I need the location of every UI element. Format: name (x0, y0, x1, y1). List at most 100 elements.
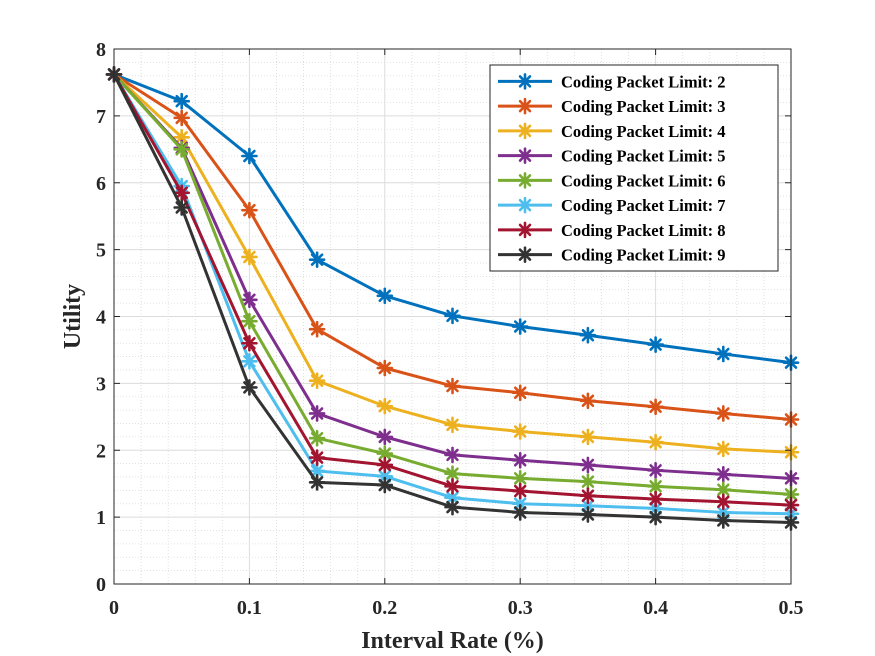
data-point (376, 428, 394, 446)
data-point (241, 201, 258, 219)
data-point (511, 318, 529, 335)
data-point (308, 449, 326, 466)
y-tick-label: 1 (96, 507, 106, 529)
x-tick-label: 0.5 (779, 597, 804, 619)
y-axis-label: Utility (60, 284, 86, 349)
legend-item: Coding Packet Limit: 3 (498, 97, 726, 116)
data-point (308, 372, 326, 390)
data-point (444, 446, 461, 464)
data-point (376, 476, 394, 494)
data-point (516, 147, 534, 164)
data-point (714, 405, 732, 422)
data-point (173, 92, 190, 110)
data-point (308, 462, 326, 480)
data-point (376, 445, 394, 462)
legend-label: Coding Packet Limit: 4 (561, 122, 726, 141)
data-point (647, 336, 664, 353)
y-tick-label: 4 (96, 307, 106, 329)
data-point (173, 141, 190, 158)
data-point (376, 456, 394, 474)
data-point (444, 498, 461, 516)
y-tick-label: 0 (96, 574, 106, 596)
legend-label: Coding Packet Limit: 9 (561, 246, 726, 265)
data-point (647, 490, 664, 508)
data-point (511, 482, 529, 500)
y-tick-label: 8 (96, 39, 106, 61)
data-point (516, 196, 534, 214)
data-point (579, 506, 597, 523)
data-point (647, 433, 664, 451)
y-tick-label: 5 (96, 240, 106, 262)
x-tick-label: 0 (109, 597, 119, 619)
axis-ticks (113, 48, 792, 585)
x-tick-label: 0.2 (372, 597, 397, 619)
data-point (444, 307, 461, 325)
data-point (714, 512, 732, 529)
data-point (647, 398, 664, 416)
data-point (173, 199, 190, 216)
x-tick-label: 0.1 (237, 597, 262, 619)
data-point (376, 397, 394, 415)
data-point (516, 221, 534, 239)
data-point (241, 379, 258, 396)
y-tick-label: 6 (96, 173, 106, 195)
data-point (173, 184, 190, 202)
y-tick-label: 3 (96, 373, 106, 395)
data-point (714, 466, 732, 483)
y-tick-label: 2 (96, 440, 106, 462)
data-point (516, 122, 534, 140)
tick-labels: 0 0.1 0.2 0.3 0.4 0.5 0 1 2 3 4 5 6 7 8 (96, 39, 804, 619)
x-axis-label: Interval Rate (%) (361, 628, 544, 654)
data-point (579, 326, 597, 344)
data-point (511, 504, 529, 521)
legend-item: Coding Packet Limit: 8 (498, 221, 726, 240)
series-8 (105, 66, 800, 531)
legend-item: Coding Packet Limit: 5 (498, 147, 726, 166)
data-point (173, 128, 190, 146)
data-point (241, 147, 258, 165)
series-2 (105, 66, 800, 428)
data-point (511, 470, 529, 487)
y-tick-label: 7 (96, 106, 106, 128)
legend-item: Coding Packet Limit: 4 (498, 122, 726, 141)
x-tick-label: 0.3 (508, 597, 533, 619)
data-point (511, 423, 529, 440)
data-point (308, 251, 326, 268)
data-point (511, 384, 529, 402)
data-point (516, 246, 534, 263)
data-point (647, 462, 664, 479)
data-point (241, 291, 258, 309)
data-point (579, 392, 597, 410)
legend-item: Coding Packet Limit: 6 (498, 171, 726, 190)
data-point (241, 312, 258, 330)
data-point (516, 97, 534, 115)
legend-label: Coding Packet Limit: 6 (561, 171, 726, 190)
data-point (647, 508, 664, 526)
data-point (444, 465, 461, 482)
legend-item: Coding Packet Limit: 2 (498, 72, 726, 91)
data-point (579, 473, 597, 490)
legend-label: Coding Packet Limit: 8 (561, 221, 726, 240)
data-point (241, 334, 258, 352)
data-point (308, 405, 326, 422)
series-1 (105, 66, 800, 371)
legend-label: Coding Packet Limit: 2 (561, 72, 726, 91)
data-point (173, 109, 190, 127)
legend: Coding Packet Limit: 2 Coding Packet Limi… (489, 64, 779, 272)
data-point (444, 478, 461, 495)
data-point (579, 456, 597, 474)
data-point (714, 440, 732, 458)
legend-box (489, 64, 779, 272)
data-point (376, 287, 394, 305)
data-point (444, 416, 461, 434)
legend-item: Coding Packet Limit: 9 (498, 246, 726, 265)
data-point (308, 474, 326, 491)
data-point (516, 172, 534, 189)
data-point (308, 320, 326, 338)
data-point (714, 345, 732, 363)
data-point (579, 487, 597, 505)
data-point (241, 248, 258, 266)
legend-item: Coding Packet Limit: 7 (498, 196, 726, 215)
legend-label: Coding Packet Limit: 7 (561, 196, 726, 215)
data-point (444, 377, 461, 395)
